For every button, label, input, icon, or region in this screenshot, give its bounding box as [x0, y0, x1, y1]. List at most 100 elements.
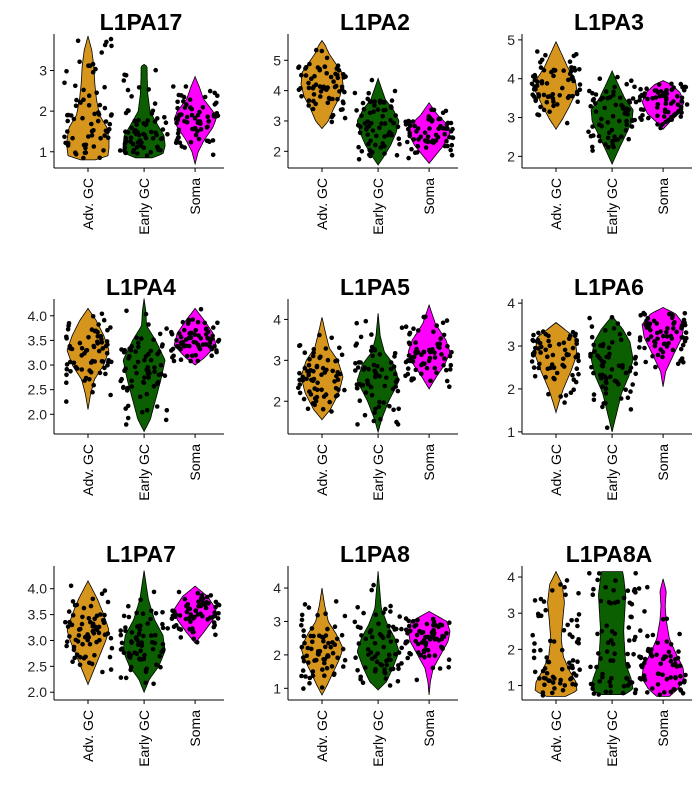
data-point — [100, 669, 105, 675]
data-point — [541, 599, 547, 604]
data-point — [332, 379, 337, 384]
data-point — [387, 403, 392, 409]
data-point — [320, 85, 326, 90]
data-point — [535, 112, 540, 117]
violin-panel-l1pa3: L1PA3 2 3 4 5 Adv. GC Early GC Soma — [507, 9, 692, 235]
data-point — [597, 76, 603, 81]
data-point — [196, 333, 201, 338]
data-point — [604, 380, 609, 386]
data-point — [662, 109, 668, 115]
data-point — [396, 663, 401, 668]
data-point — [588, 664, 593, 670]
data-point — [445, 126, 450, 131]
data-point — [610, 114, 616, 119]
data-point — [538, 350, 543, 355]
data-point — [561, 628, 567, 633]
data-point — [64, 643, 69, 649]
data-point — [645, 337, 651, 342]
data-point — [178, 334, 184, 340]
data-point — [450, 126, 455, 132]
data-point — [630, 382, 635, 387]
data-point — [139, 640, 144, 645]
data-point — [588, 104, 593, 109]
data-point — [589, 364, 594, 370]
x-tick-label: Soma — [421, 444, 437, 481]
data-point — [625, 676, 630, 681]
data-point — [71, 644, 77, 650]
data-point — [149, 129, 154, 135]
data-point — [678, 81, 684, 87]
data-point — [324, 71, 330, 76]
data-point — [213, 114, 219, 119]
data-point — [195, 358, 201, 364]
data-point — [358, 334, 364, 340]
data-point — [603, 142, 608, 147]
data-point — [611, 144, 616, 150]
data-point — [664, 329, 669, 335]
data-point — [355, 422, 360, 427]
data-point — [559, 647, 565, 653]
data-point — [643, 359, 648, 365]
data-point — [337, 89, 342, 94]
x-tick-label: Adv. GC — [80, 444, 96, 496]
data-point — [421, 637, 427, 643]
data-point — [413, 367, 419, 373]
data-point — [377, 100, 383, 105]
data-point — [587, 88, 592, 94]
data-point — [108, 392, 113, 398]
data-point — [159, 344, 165, 349]
data-point — [109, 645, 115, 651]
data-point — [297, 377, 302, 383]
data-point — [133, 349, 138, 354]
data-point — [200, 105, 206, 110]
data-point — [354, 108, 359, 113]
data-point — [380, 141, 386, 146]
data-point — [372, 99, 378, 104]
data-point — [379, 633, 384, 639]
data-point — [589, 324, 595, 329]
y-tick-label: 5 — [507, 32, 515, 48]
data-point — [138, 623, 143, 628]
data-point — [678, 104, 684, 110]
data-point — [533, 97, 538, 102]
data-point — [125, 130, 131, 135]
data-point — [436, 116, 442, 122]
data-point — [642, 345, 647, 351]
data-point — [81, 155, 86, 161]
x-tick-label: Soma — [421, 710, 437, 747]
data-point — [184, 114, 190, 120]
data-point — [373, 406, 378, 412]
data-point — [174, 623, 179, 628]
data-point — [70, 135, 75, 141]
x-tick-label: Early GC — [604, 444, 620, 501]
data-point — [590, 592, 596, 597]
data-point — [174, 338, 179, 343]
data-point — [632, 587, 638, 592]
data-point — [543, 676, 548, 681]
data-point — [128, 135, 134, 140]
data-point — [545, 354, 550, 360]
data-point — [310, 639, 315, 645]
data-point — [423, 314, 428, 320]
data-point — [83, 150, 89, 155]
data-point — [296, 64, 302, 69]
data-point — [367, 99, 373, 105]
data-point — [596, 571, 602, 576]
data-point — [532, 598, 538, 603]
data-point — [144, 408, 150, 413]
data-point — [141, 656, 147, 662]
data-point — [195, 590, 201, 596]
data-point — [193, 132, 199, 138]
data-point — [600, 671, 605, 677]
data-point — [609, 675, 614, 681]
data-point — [658, 125, 663, 131]
data-point — [561, 356, 566, 362]
data-point — [680, 342, 686, 348]
data-point — [98, 136, 103, 141]
data-point — [430, 633, 435, 639]
y-tick-label: 3 — [273, 113, 281, 129]
data-point — [664, 639, 670, 644]
data-point — [575, 355, 581, 360]
data-point — [626, 98, 632, 104]
data-point — [305, 406, 311, 412]
